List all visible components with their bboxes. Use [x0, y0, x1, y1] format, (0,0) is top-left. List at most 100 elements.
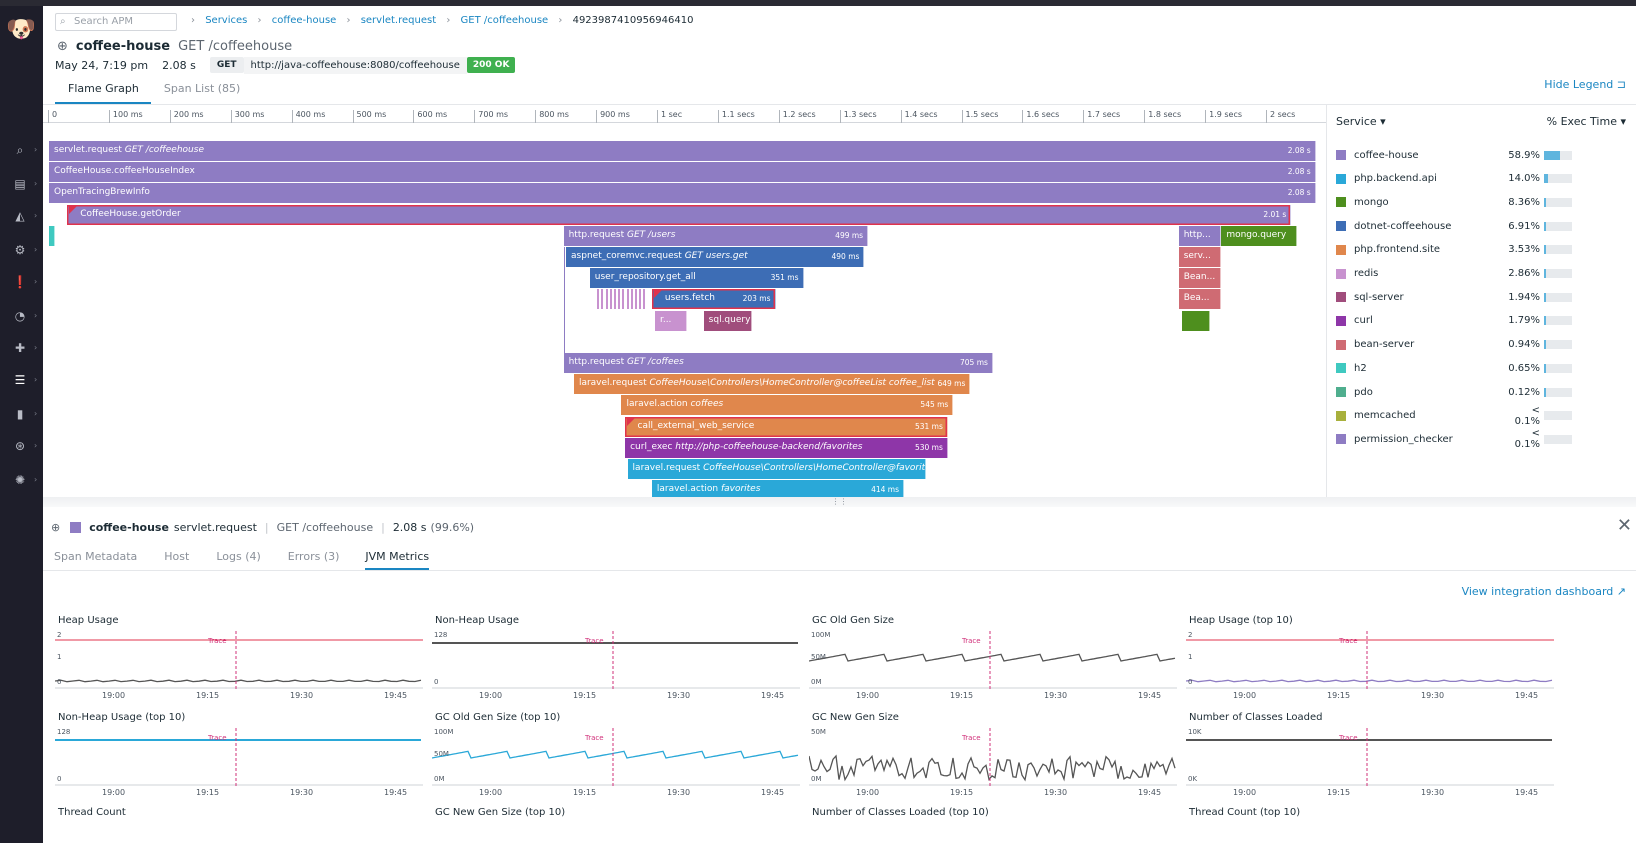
redis-span-stripe[interactable] [634, 289, 637, 310]
search-input[interactable]: ⌕ Search APM [55, 13, 177, 31]
legend-item[interactable]: bean-server 0.94% [1336, 335, 1631, 355]
tab-logs[interactable]: Logs (4) [216, 550, 261, 563]
flame-span[interactable]: r... [654, 310, 688, 331]
redis-span-stripe[interactable] [643, 289, 646, 310]
flame-span[interactable]: Bea... [1178, 289, 1221, 310]
flame-span[interactable]: curl_exec http://php-coffeehouse-backend… [625, 437, 948, 458]
axis-tick: 800 ms [535, 110, 569, 123]
details-resource: GET /coffeehouse [276, 520, 374, 534]
breadcrumb-service[interactable]: coffee-house [271, 15, 337, 26]
tab-flame-graph[interactable]: Flame Graph [55, 80, 151, 104]
redis-span-stripe[interactable] [630, 289, 633, 310]
flame-span[interactable]: laravel.action favorites 414 ms [651, 480, 905, 497]
legend-service-sort[interactable]: Service ▾ [1336, 115, 1386, 128]
breadcrumb-services[interactable]: Services [205, 15, 248, 26]
flame-span[interactable]: sql.query [703, 310, 753, 331]
flame-span[interactable]: http... [1178, 225, 1222, 246]
legend-item[interactable]: redis 2.86% [1336, 264, 1631, 284]
view-integration-dashboard-link[interactable]: View integration dashboard ↗ [1462, 585, 1626, 598]
trace-label: Trace [962, 637, 981, 645]
redis-span-stripe[interactable] [626, 289, 629, 310]
legend-item[interactable]: php.frontend.site 3.53% [1336, 240, 1631, 260]
flame-span[interactable]: http.request GET /users 499 ms [563, 225, 869, 246]
legend-item[interactable]: mongo 8.36% [1336, 192, 1631, 212]
flame-span[interactable]: laravel.request CoffeeHouse\Controllers\… [627, 459, 926, 479]
redis-span-stripe[interactable] [605, 289, 608, 310]
legend-item[interactable]: memcached < 0.1% [1336, 405, 1631, 427]
apm-icon[interactable]: ☰ › [14, 373, 38, 387]
redis-span-stripe[interactable] [613, 289, 616, 310]
redis-span-stripe[interactable] [622, 289, 625, 310]
jvm-chart[interactable]: GC Old Gen Size Trace 100M 50M 0M 19:00 19:15 1… [809, 615, 1179, 705]
legend-swatch [1336, 363, 1346, 374]
jvm-chart[interactable]: Non-Heap Usage (top 10) Trace 128 0 19:00 19:… [55, 712, 425, 802]
span-name: user_repository.get_all [594, 272, 696, 283]
span-name: CoffeeHouse.coffeeHouseIndex [54, 166, 195, 177]
legend-item[interactable]: permission_checker < 0.1% [1336, 428, 1631, 450]
integrations-icon[interactable]: ✚ › [14, 341, 38, 355]
close-icon[interactable]: ✕ [1616, 515, 1632, 536]
legend-pct: 0.94% [1508, 339, 1540, 351]
flame-span[interactable]: OpenTracingBrewInfo 2.08 s [49, 183, 1316, 204]
tab-errors[interactable]: Errors (3) [287, 550, 340, 563]
flame-span[interactable] [1181, 310, 1210, 331]
legend-item[interactable]: dotnet-coffeehouse 6.91% [1336, 216, 1631, 236]
tab-host[interactable]: Host [164, 550, 190, 563]
tab-span-list[interactable]: Span List (85) [163, 82, 241, 95]
alert-icon[interactable]: ❗ › [12, 275, 38, 289]
notebook-icon[interactable]: ▮ › [16, 407, 38, 421]
tab-jvm-metrics[interactable]: JVM Metrics [365, 547, 430, 570]
dashboard-icon[interactable]: ▤ › [14, 177, 38, 191]
redis-span-stripe[interactable] [601, 289, 604, 310]
flame-span[interactable]: http.request GET /coffees 705 ms [563, 353, 993, 373]
binoculars-icon[interactable]: ⌕ › [16, 142, 38, 157]
span-duration: 203 ms [742, 294, 771, 304]
flame-span[interactable]: user_repository.get_all 351 ms [589, 268, 804, 289]
flame-graph[interactable]: 0 100 ms 200 ms 300 ms 400 ms 500 ms 600 ms 700… [43, 104, 1326, 497]
jvm-chart[interactable]: Number of Classes Loaded Trace 10K 0K 19:00 1… [1186, 712, 1556, 802]
flame-span[interactable]: users.fetch 203 ms [651, 289, 776, 310]
hide-legend-button[interactable]: Hide Legend ⊐ [1544, 78, 1626, 91]
jvm-chart[interactable]: GC New Gen Size Trace 50M 0M 19:00 19:15 19:30… [809, 712, 1179, 802]
redis-span-stripe[interactable] [618, 289, 621, 310]
infrastructure-icon[interactable]: ◭ › [15, 209, 38, 223]
flame-span[interactable]: call_external_web_service 531 ms [624, 416, 948, 437]
flame-span[interactable]: mongo.query [1221, 225, 1298, 246]
flame-span[interactable]: Bean... [1178, 268, 1221, 289]
monitors-icon[interactable]: ⚙ › [14, 243, 38, 257]
redis-span-stripe[interactable] [609, 289, 612, 310]
jvm-chart[interactable]: GC Old Gen Size (top 10) Trace 100M 50M 0M 19… [432, 712, 802, 802]
legend-bar-fill [1544, 197, 1547, 207]
legend-item[interactable]: curl 1.79% [1336, 311, 1631, 331]
breadcrumb-resource[interactable]: GET /coffeehouse [460, 15, 549, 26]
legend-item[interactable]: pdo 0.12% [1336, 382, 1631, 402]
flame-span[interactable]: CoffeeHouse.coffeeHouseIndex 2.08 s [49, 162, 1316, 183]
legend-exec-sort[interactable]: % Exec Time ▾ [1547, 115, 1626, 128]
flame-span[interactable]: laravel.action coffees 545 ms [621, 395, 954, 416]
jvm-chart[interactable]: Heap Usage (top 10) Trace 2 1 0 19:00 19:15 19:… [1186, 615, 1556, 705]
redis-span-stripe[interactable] [639, 289, 642, 310]
flame-span[interactable]: serv... [1178, 247, 1221, 267]
tab-span-metadata[interactable]: Span Metadata [54, 550, 138, 563]
legend-item[interactable]: php.backend.api 14.0% [1336, 169, 1631, 189]
logs-icon[interactable]: ⊛ › [14, 439, 38, 453]
axis-tick: 2 secs [1266, 110, 1295, 123]
datadog-logo-icon[interactable]: 🐶 [6, 15, 36, 43]
jvm-chart[interactable]: Non-Heap Usage Trace 128 0 19:00 19:15 19:30 19… [432, 615, 802, 705]
settings-icon[interactable]: ✺ › [14, 473, 38, 487]
flame-span[interactable]: servlet.request GET /coffeehouse 2.08 s [49, 141, 1316, 161]
axis-tick: 1.8 secs [1144, 110, 1181, 123]
redis-span-stripe[interactable] [597, 289, 600, 310]
http-method-badge: GET [209, 57, 244, 73]
breadcrumb-operation[interactable]: servlet.request [360, 15, 437, 26]
legend-item[interactable]: sql-server 1.94% [1336, 287, 1631, 307]
legend-item[interactable]: coffee-house 58.9% [1336, 145, 1631, 165]
legend-item[interactable]: h2 0.65% [1336, 358, 1631, 378]
speedometer-icon[interactable]: ◔ › [14, 309, 38, 323]
flame-span[interactable]: laravel.request CoffeeHouse\Controllers\… [573, 374, 971, 395]
flame-span[interactable]: aspnet_coremvc.request GET users.get 490 … [566, 247, 865, 267]
flame-span[interactable] [49, 225, 55, 246]
resize-handle[interactable]: ⋮⋮ [43, 497, 1636, 507]
flame-span[interactable]: CoffeeHouse.getOrder 2.01 s [67, 204, 1292, 225]
jvm-chart[interactable]: Heap Usage Trace 2 1 0 19:00 19:15 19:30 19:45 [55, 615, 425, 705]
